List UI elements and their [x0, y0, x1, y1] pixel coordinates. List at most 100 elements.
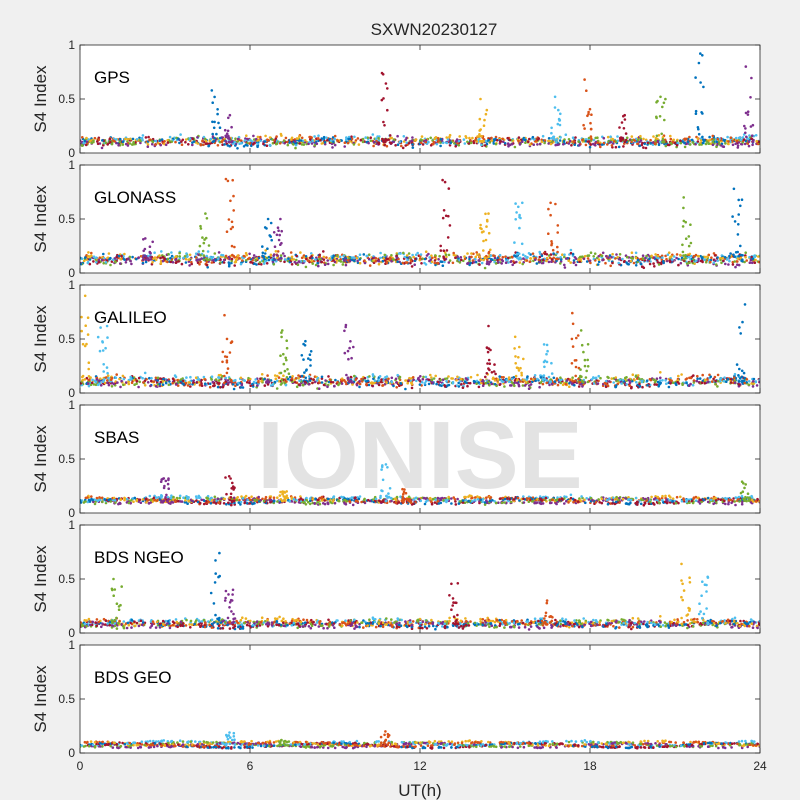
data-point [226, 379, 230, 382]
spike-point [733, 255, 736, 258]
data-point [191, 141, 194, 144]
data-point [610, 377, 613, 380]
data-point [221, 143, 224, 146]
data-point [648, 262, 652, 266]
spike-point [746, 110, 750, 113]
data-point [169, 260, 173, 264]
data-point [274, 250, 278, 253]
data-point [688, 143, 692, 146]
spike-point [230, 125, 233, 129]
data-point [187, 258, 191, 262]
data-point [500, 258, 504, 262]
data-point [102, 252, 105, 256]
spike-point [224, 177, 228, 181]
data-point [653, 265, 656, 268]
spike-point [620, 121, 624, 124]
data-point [149, 384, 152, 388]
spike-point [739, 253, 743, 257]
data-point [748, 255, 751, 259]
data-point [264, 134, 267, 138]
spike-point [515, 211, 518, 214]
data-point [513, 381, 516, 385]
data-point [101, 139, 104, 142]
spike-point [303, 371, 306, 374]
data-point [100, 146, 104, 150]
data-point [326, 139, 329, 142]
spike-point [216, 112, 219, 116]
data-point [121, 143, 125, 146]
data-point [409, 259, 413, 263]
data-point [210, 261, 214, 264]
data-point [687, 498, 691, 502]
data-point [547, 375, 551, 379]
data-point [445, 255, 448, 259]
data-point [583, 254, 587, 258]
data-point [747, 383, 751, 387]
data-point [651, 143, 655, 146]
data-point [328, 378, 332, 381]
data-point [320, 260, 324, 264]
data-point [491, 377, 495, 381]
data-point [130, 377, 133, 381]
spike-point [148, 250, 152, 254]
data-point [545, 256, 549, 260]
data-point [676, 141, 680, 145]
spike-point [202, 241, 206, 245]
data-point [372, 141, 376, 144]
data-point [524, 141, 527, 144]
data-point [485, 496, 488, 500]
data-point [177, 381, 180, 384]
data-point [657, 143, 661, 147]
data-point [213, 252, 217, 255]
spike-point [487, 347, 491, 351]
data-point [562, 140, 566, 143]
data-point [445, 141, 449, 145]
spike-point [582, 350, 585, 354]
data-point [211, 135, 215, 138]
spike-point [309, 358, 312, 362]
spike-point [212, 140, 216, 143]
data-point [429, 373, 432, 377]
spike-point [86, 316, 90, 320]
data-point [719, 380, 722, 383]
data-point [444, 253, 448, 256]
data-point [340, 377, 344, 381]
data-point [99, 377, 102, 381]
data-point [459, 379, 462, 383]
data-point [148, 138, 151, 142]
spike-point [279, 217, 282, 221]
spike-point [143, 247, 147, 251]
spike-point [521, 253, 525, 257]
data-point [399, 382, 403, 385]
data-point [754, 380, 758, 383]
data-point [559, 136, 562, 139]
data-point [294, 146, 297, 150]
data-point [208, 385, 212, 389]
data-point [747, 144, 751, 148]
data-point [661, 499, 664, 502]
data-point [573, 383, 576, 387]
data-point [184, 382, 188, 385]
data-point [236, 254, 239, 257]
data-point [750, 261, 754, 265]
data-point [237, 381, 240, 385]
spike-point [225, 230, 229, 233]
data-point [470, 252, 473, 255]
data-point [158, 382, 161, 386]
data-point [379, 251, 382, 255]
data-point [651, 141, 655, 144]
data-point [233, 261, 237, 264]
data-point [144, 260, 148, 264]
data-point [432, 142, 435, 146]
data-point [601, 258, 604, 262]
data-point [518, 141, 522, 145]
spike-point [441, 178, 444, 182]
spike-point [282, 352, 285, 356]
spike-point [213, 120, 216, 124]
spike-point [697, 61, 701, 65]
data-point [201, 139, 204, 142]
data-point [550, 258, 554, 261]
data-point [675, 495, 679, 499]
y-axis-label: S4 Index [31, 305, 50, 373]
data-point [436, 261, 440, 265]
